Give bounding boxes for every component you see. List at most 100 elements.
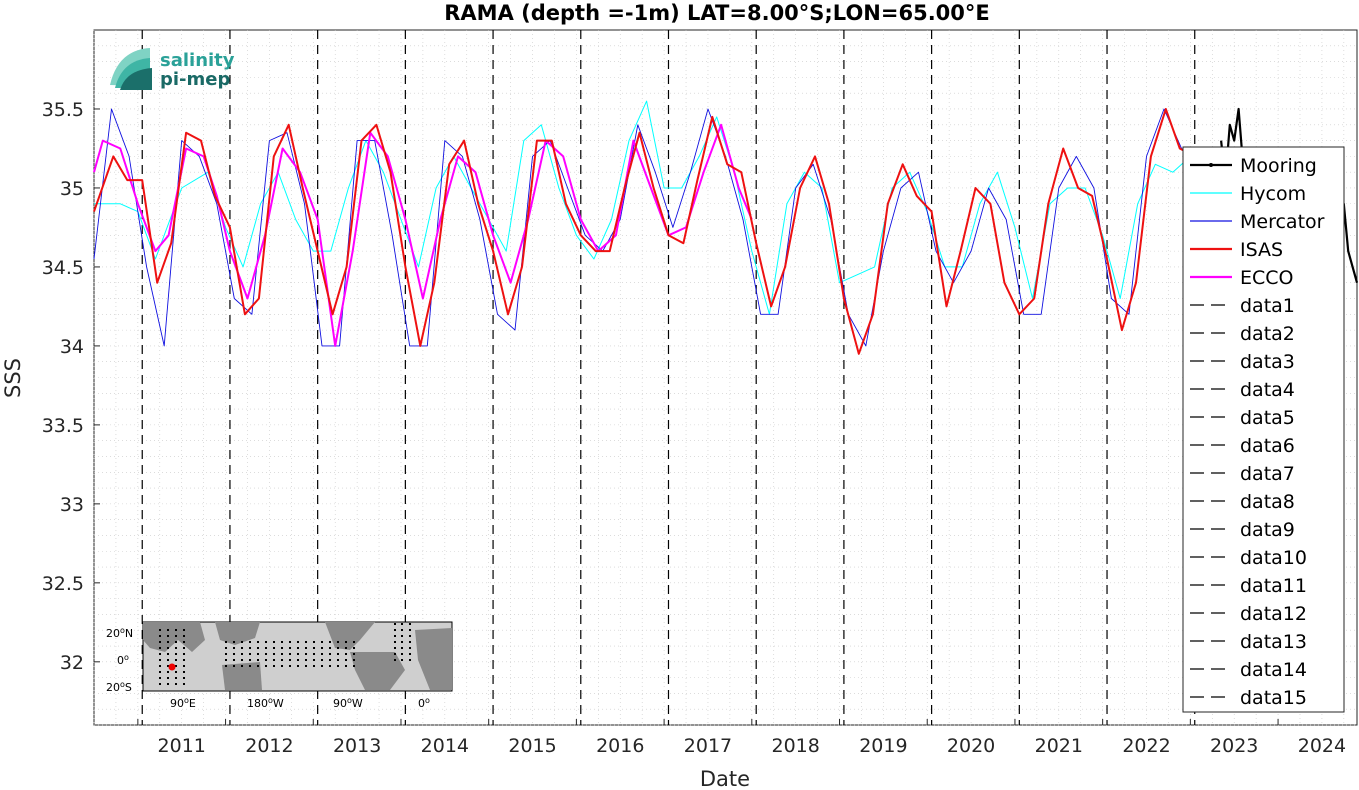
logo-text-pimep: pi-mep [160, 69, 230, 90]
inset-mooring-dot [305, 665, 307, 667]
inset-mooring-dot [265, 659, 267, 661]
legend-label: Mercator [1240, 211, 1325, 233]
x-tick-label: 2014 [421, 735, 469, 757]
x-axis-label: Date [700, 767, 750, 790]
x-tick-label: 2021 [1035, 735, 1083, 757]
y-tick-label: 32.5 [42, 573, 84, 595]
inset-mooring-dot [337, 659, 339, 661]
inset-mooring-dot [394, 623, 396, 625]
inset-mooring-dot [394, 635, 396, 637]
inset-mooring-dot [159, 629, 161, 631]
legend-label: data11 [1240, 575, 1307, 597]
inset-mooring-dot [183, 647, 185, 649]
inset-land-africa [415, 628, 452, 690]
inset-mooring-dot [337, 653, 339, 655]
inset-mooring-dot [249, 641, 251, 643]
y-tick-label: 33.5 [42, 415, 84, 437]
inset-mooring-dot [289, 653, 291, 655]
inset-mooring-dot [353, 641, 355, 643]
legend-items: Mooring Hycom Mercator ISAS ECCO data1 data2 da… [1190, 155, 1325, 709]
inset-mooring-dot [297, 647, 299, 649]
inset-mooring-dot [265, 665, 267, 667]
inset-mooring-dot [409, 641, 411, 643]
inset-mooring-dot [175, 671, 177, 673]
inset-mooring-dot [233, 641, 235, 643]
inset-mooring-dot [167, 629, 169, 631]
inset-mooring-dot [305, 659, 307, 661]
inset-mooring-dot [233, 653, 235, 655]
inset-lon-90e: 90oE [170, 696, 196, 710]
inset-mooring-dot [257, 653, 259, 655]
inset-mooring-dot [159, 677, 161, 679]
inset-mooring-dot [233, 659, 235, 661]
legend-label: data12 [1240, 603, 1307, 625]
inset-mooring-dot [409, 635, 411, 637]
x-tick-label: 2024 [1298, 735, 1346, 757]
inset-mooring-dot [265, 653, 267, 655]
inset-mooring-dot [241, 653, 243, 655]
inset-mooring-dot [249, 659, 251, 661]
x-tick-label: 2023 [1210, 735, 1258, 757]
inset-mooring-dot [183, 671, 185, 673]
inset-mooring-dot [281, 653, 283, 655]
inset-mooring-dot [257, 647, 259, 649]
inset-mooring-dot [345, 659, 347, 661]
legend-label: Hycom [1240, 183, 1306, 205]
x-tick-label: 2018 [771, 735, 819, 757]
inset-mooring-dot [183, 683, 185, 685]
inset-mooring-dot [241, 659, 243, 661]
y-tick-label: 35 [60, 178, 84, 200]
inset-mooring-dot [345, 641, 347, 643]
inset-mooring-dot [167, 647, 169, 649]
inset-selected-mooring [168, 663, 176, 671]
logo-wave-front [120, 68, 152, 90]
inset-mooring-dot [273, 665, 275, 667]
inset-mooring-dot [175, 629, 177, 631]
series-line-isas [93, 108, 1196, 355]
legend-label: data2 [1240, 323, 1295, 345]
y-tick-label: 32 [60, 652, 84, 674]
inset-mooring-dot [273, 647, 275, 649]
inset-land-south-america [350, 652, 405, 690]
inset-mooring-dot [167, 677, 169, 679]
legend-label: data10 [1240, 547, 1307, 569]
legend-label: data8 [1240, 491, 1295, 513]
inset-mooring-dot [401, 641, 403, 643]
inset-mooring-dot [345, 647, 347, 649]
inset-mooring-dot [329, 665, 331, 667]
inset-mooring-dot [321, 653, 323, 655]
inset-mooring-dot [401, 629, 403, 631]
inset-mooring-dot [297, 659, 299, 661]
y-tick-label: 34 [60, 336, 84, 358]
inset-mooring-dot [353, 659, 355, 661]
inset-map: 20oN 0o 20oS 90oE 180oW 90oW 0o [106, 621, 453, 710]
salinity-pimep-logo: salinity pi-mep [110, 48, 235, 90]
inset-mooring-dot [409, 647, 411, 649]
inset-mooring-dot [225, 653, 227, 655]
inset-mooring-dot [183, 659, 185, 661]
inset-mooring-dot [345, 665, 347, 667]
inset-mooring-dot [321, 641, 323, 643]
inset-mooring-dot [273, 641, 275, 643]
x-tick-label: 2016 [596, 735, 644, 757]
inset-mooring-dot [409, 629, 411, 631]
x-tick-label: 2011 [158, 735, 206, 757]
inset-land-asia [143, 622, 205, 652]
inset-mooring-dot [167, 653, 169, 655]
inset-mooring-dot [175, 683, 177, 685]
inset-mooring-dot [401, 635, 403, 637]
inset-mooring-dot [241, 647, 243, 649]
inset-mooring-dot [225, 659, 227, 661]
legend-label: data9 [1240, 519, 1295, 541]
inset-mooring-dot [175, 677, 177, 679]
inset-mooring-dot [313, 653, 315, 655]
legend-label: data14 [1240, 659, 1307, 681]
legend-label: data15 [1240, 687, 1307, 709]
inset-mooring-dot [249, 647, 251, 649]
inset-mooring-dot [313, 647, 315, 649]
inset-mooring-dot [167, 635, 169, 637]
inset-mooring-dot [175, 635, 177, 637]
inset-mooring-dot [321, 665, 323, 667]
inset-mooring-dot [183, 641, 185, 643]
